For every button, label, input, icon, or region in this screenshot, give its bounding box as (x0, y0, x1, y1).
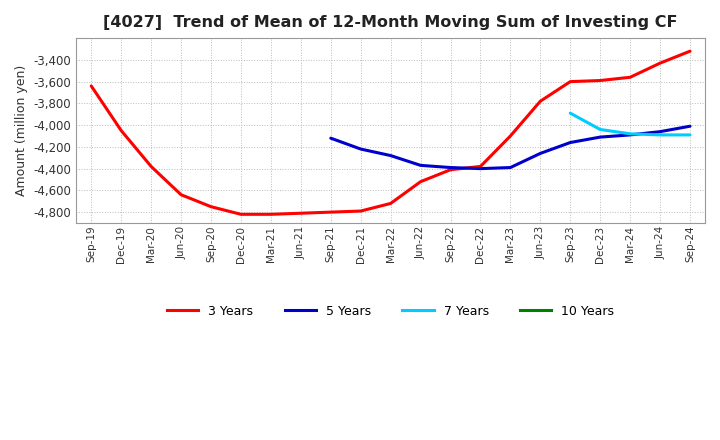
3 Years (476, 164, 485, 169)
5 Years (566, 140, 575, 145)
5 Years (685, 124, 694, 129)
5 Years (387, 153, 395, 158)
3 Years (266, 212, 275, 217)
3 Years (656, 60, 665, 66)
3 Years (297, 211, 305, 216)
Title: [4027]  Trend of Mean of 12-Month Moving Sum of Investing CF: [4027] Trend of Mean of 12-Month Moving … (104, 15, 678, 30)
7 Years (656, 132, 665, 138)
3 Years (356, 209, 365, 214)
7 Years (685, 132, 694, 138)
5 Years (446, 165, 455, 170)
Line: 3 Years: 3 Years (91, 51, 690, 214)
Line: 5 Years: 5 Years (330, 126, 690, 169)
3 Years (387, 201, 395, 206)
3 Years (416, 179, 425, 184)
5 Years (536, 151, 544, 156)
3 Years (147, 164, 156, 169)
3 Years (326, 209, 335, 215)
5 Years (656, 129, 665, 134)
5 Years (626, 132, 634, 138)
3 Years (207, 204, 215, 209)
3 Years (117, 128, 125, 133)
7 Years (626, 131, 634, 136)
5 Years (476, 166, 485, 171)
Line: 7 Years: 7 Years (570, 113, 690, 135)
5 Years (356, 147, 365, 152)
3 Years (536, 99, 544, 104)
Y-axis label: Amount (million yen): Amount (million yen) (15, 65, 28, 196)
3 Years (566, 79, 575, 84)
5 Years (326, 136, 335, 141)
3 Years (626, 75, 634, 80)
5 Years (506, 165, 515, 170)
7 Years (566, 110, 575, 116)
3 Years (176, 192, 185, 198)
5 Years (416, 163, 425, 168)
3 Years (87, 83, 96, 88)
3 Years (685, 48, 694, 54)
5 Years (596, 135, 605, 140)
Legend: 3 Years, 5 Years, 7 Years, 10 Years: 3 Years, 5 Years, 7 Years, 10 Years (162, 300, 619, 323)
7 Years (596, 127, 605, 132)
3 Years (506, 133, 515, 139)
3 Years (596, 78, 605, 83)
3 Years (446, 167, 455, 172)
3 Years (237, 212, 246, 217)
